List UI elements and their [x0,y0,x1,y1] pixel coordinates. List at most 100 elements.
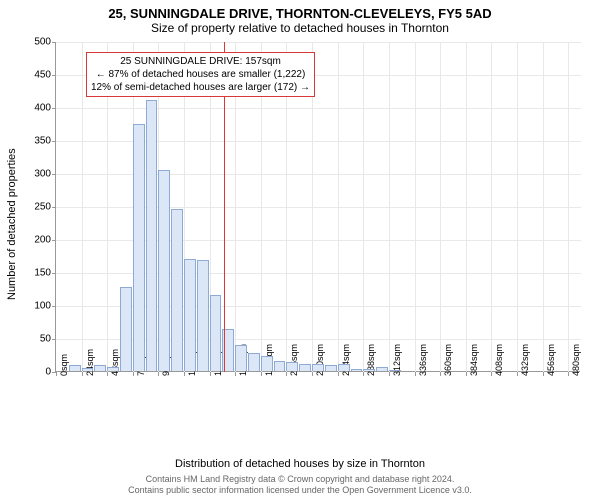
histogram-bar [351,369,363,371]
y-tick-label: 150 [11,268,51,279]
y-tick-mark [52,141,56,142]
x-tick-mark [517,372,518,376]
grid-v [491,42,492,372]
x-tick-mark [158,372,159,376]
grid-v [82,42,83,372]
histogram-bar [197,260,209,371]
y-tick-label: 450 [11,70,51,81]
title-sub: Size of property relative to detached ho… [0,21,600,37]
x-tick-label: 216sqm [289,344,299,376]
x-tick-mark [107,372,108,376]
x-tick-mark [261,372,262,376]
histogram-bar [235,345,247,371]
histogram-bar [389,370,401,371]
grid-v [466,42,467,372]
chart-container: 25, SUNNINGDALE DRIVE, THORNTON-CLEVELEY… [0,0,600,500]
grid-v [415,42,416,372]
histogram-bar [94,365,106,371]
grid-v [389,42,390,372]
x-tick-label: 264sqm [341,344,351,376]
x-tick-mark [286,372,287,376]
x-tick-label: 240sqm [315,344,325,376]
histogram-bar [184,259,196,371]
annotation-line: 12% of semi-detached houses are larger (… [91,81,310,94]
x-tick-mark [466,372,467,376]
y-tick-mark [52,42,56,43]
grid-h [56,42,581,43]
histogram-bar [171,209,183,371]
histogram-bar [248,353,260,371]
title-main: 25, SUNNINGDALE DRIVE, THORNTON-CLEVELEY… [0,0,600,21]
y-tick-mark [52,240,56,241]
annotation-line: ← 87% of detached houses are smaller (1,… [91,68,310,81]
grid-v [338,42,339,372]
x-tick-mark [568,372,569,376]
x-tick-label: 0sqm [59,354,69,376]
x-tick-label: 24sqm [85,349,95,376]
y-tick-mark [52,207,56,208]
x-tick-label: 336sqm [418,344,428,376]
histogram-bar [261,356,273,371]
x-tick-mark [338,372,339,376]
attribution: Contains HM Land Registry data © Crown c… [0,474,600,496]
histogram-bar [146,100,158,371]
histogram-bar [274,361,286,371]
histogram-bar [120,287,132,371]
y-tick-mark [52,108,56,109]
x-tick-label: 384sqm [469,344,479,376]
histogram-bar [312,364,324,371]
chart-area: 0501001502002503003504004505000sqm24sqm4… [55,42,580,412]
grid-v [440,42,441,372]
y-tick-label: 400 [11,103,51,114]
y-tick-mark [52,306,56,307]
histogram-bar [325,365,337,371]
y-tick-mark [52,273,56,274]
y-tick-label: 100 [11,301,51,312]
attribution-line1: Contains HM Land Registry data © Crown c… [0,474,600,485]
x-tick-label: 408sqm [494,344,504,376]
y-tick-label: 50 [11,334,51,345]
x-tick-mark [440,372,441,376]
x-tick-mark [235,372,236,376]
histogram-bar [210,295,222,371]
plot-region: 0501001502002503003504004505000sqm24sqm4… [55,42,580,372]
x-tick-label: 312sqm [392,344,402,376]
y-tick-mark [52,339,56,340]
grid-v [517,42,518,372]
histogram-bar [107,367,119,371]
histogram-bar [158,170,170,371]
histogram-bar [69,365,81,371]
y-tick-label: 500 [11,37,51,48]
annotation-line: 25 SUNNINGDALE DRIVE: 157sqm [91,55,310,68]
x-tick-label: 456sqm [546,344,556,376]
attribution-line2: Contains public sector information licen… [0,485,600,496]
x-axis-label: Distribution of detached houses by size … [0,458,600,470]
y-tick-label: 0 [11,367,51,378]
x-tick-mark [56,372,57,376]
x-tick-mark [415,372,416,376]
x-tick-mark [312,372,313,376]
histogram-bar [338,364,350,371]
grid-v [363,42,364,372]
x-tick-mark [363,372,364,376]
histogram-bar [286,362,298,371]
x-tick-label: 360sqm [443,344,453,376]
histogram-bar [376,367,388,371]
x-tick-mark [133,372,134,376]
x-tick-mark [389,372,390,376]
x-tick-label: 480sqm [571,344,581,376]
histogram-bar [299,364,311,371]
x-tick-label: 432sqm [520,344,530,376]
histogram-bar [363,369,375,371]
grid-v [543,42,544,372]
x-tick-label: 288sqm [366,344,376,376]
x-tick-mark [210,372,211,376]
x-tick-mark [491,372,492,376]
y-tick-label: 250 [11,202,51,213]
x-tick-mark [184,372,185,376]
x-tick-mark [543,372,544,376]
grid-h [56,108,581,109]
x-tick-label: 48sqm [110,349,120,376]
y-tick-label: 200 [11,235,51,246]
histogram-bar [133,124,145,372]
